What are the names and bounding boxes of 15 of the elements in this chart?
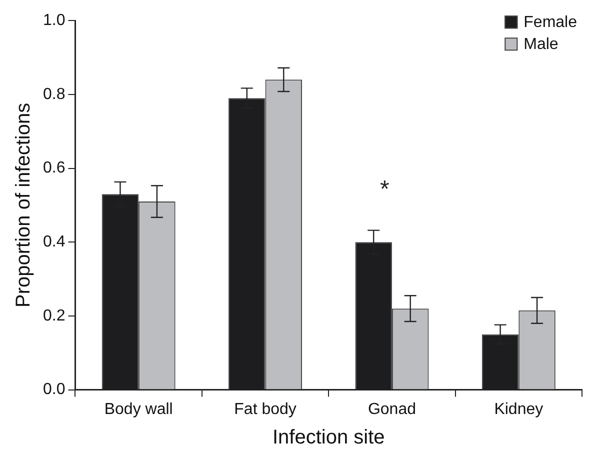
annotation: * <box>380 176 390 204</box>
x-tick-label: Body wall <box>104 400 173 418</box>
x-tick-label: Fat body <box>234 400 296 418</box>
x-axis-title: Infection site <box>272 426 385 449</box>
y-tick-label: 0.4 <box>42 234 66 251</box>
y-tick-label: 0.8 <box>42 86 66 103</box>
y-tick-label: 0.2 <box>42 307 66 324</box>
y-tick-label: 0.6 <box>42 160 66 177</box>
legend-label: Male <box>524 36 558 54</box>
legend-label: Female <box>524 14 578 32</box>
y-tick-label: 1.0 <box>42 12 66 30</box>
x-tick-label: Kidney <box>494 400 544 418</box>
y-axis-title: Proportion of infections <box>12 102 35 308</box>
y-tick-label: 0.0 <box>42 381 66 398</box>
x-tick-label: Gonad <box>368 400 416 418</box>
